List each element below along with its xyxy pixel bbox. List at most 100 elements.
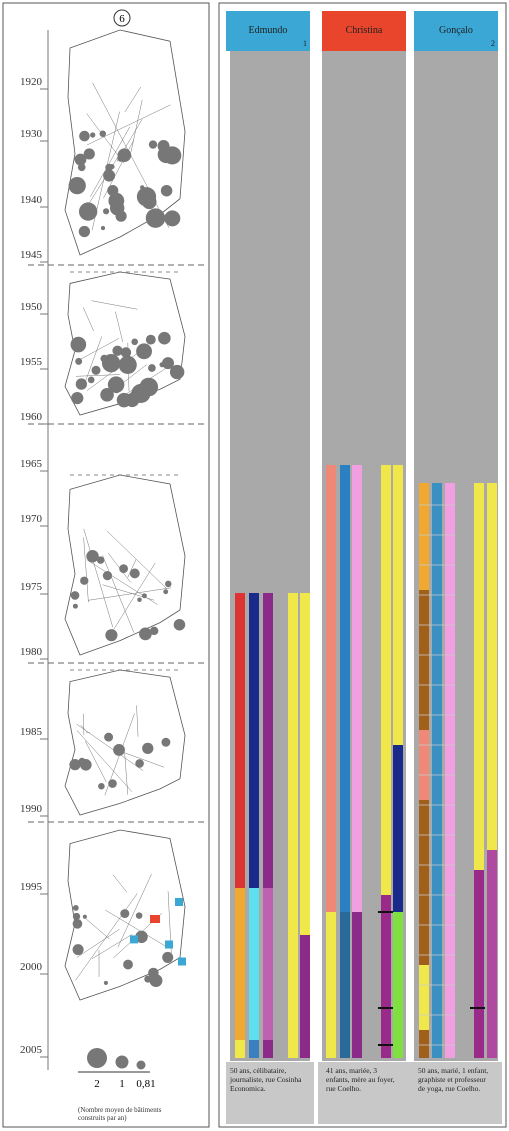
year-label: 1930 bbox=[20, 128, 43, 140]
legend-size: 2 bbox=[94, 1078, 100, 1090]
map-building bbox=[87, 376, 95, 384]
map-highlight bbox=[165, 940, 173, 949]
map-building bbox=[80, 576, 89, 585]
life-bar bbox=[249, 888, 259, 1040]
map-building bbox=[103, 169, 116, 182]
map-building bbox=[169, 364, 185, 380]
person-name: Edmundo bbox=[248, 25, 288, 36]
left-frame bbox=[2, 2, 210, 1128]
life-bar bbox=[419, 800, 429, 965]
map-building bbox=[108, 192, 125, 209]
year-label: 1955 bbox=[20, 356, 43, 368]
year-label: 1950 bbox=[20, 301, 43, 313]
map-street bbox=[106, 530, 168, 590]
map-street bbox=[91, 300, 138, 310]
map-building bbox=[145, 208, 166, 228]
map-street bbox=[83, 537, 89, 603]
map-building bbox=[96, 556, 105, 564]
map-building bbox=[159, 362, 165, 368]
life-bar bbox=[300, 593, 310, 935]
map-building bbox=[129, 568, 140, 579]
badge: 6 bbox=[119, 13, 125, 25]
map-building bbox=[86, 550, 99, 563]
map-building bbox=[100, 226, 106, 231]
person-description: 41 ans, mariée, 3 enfants, mère au foyer… bbox=[326, 1066, 395, 1093]
life-bar bbox=[249, 1040, 259, 1058]
map-building bbox=[82, 914, 87, 919]
map-building bbox=[141, 593, 147, 599]
life-bar bbox=[340, 465, 350, 912]
map-building bbox=[135, 930, 148, 944]
map-building bbox=[163, 589, 169, 595]
map-building bbox=[148, 140, 158, 149]
map-street bbox=[75, 374, 121, 377]
map-building bbox=[104, 732, 114, 742]
map-building bbox=[75, 357, 83, 365]
life-bar bbox=[235, 888, 245, 1040]
map-building bbox=[99, 130, 107, 137]
map-building bbox=[119, 564, 129, 574]
life-bar bbox=[419, 730, 429, 800]
map-street bbox=[77, 338, 120, 361]
map-building bbox=[112, 345, 123, 356]
map-building bbox=[91, 365, 101, 375]
year-label: 1995 bbox=[20, 881, 43, 893]
map-building bbox=[160, 184, 173, 197]
map-building bbox=[70, 591, 80, 600]
legend-circle bbox=[115, 1055, 129, 1069]
map-street bbox=[124, 753, 129, 795]
map-building bbox=[70, 336, 87, 353]
map-building bbox=[140, 185, 145, 190]
map-street bbox=[75, 893, 138, 981]
map-building bbox=[123, 959, 133, 970]
map-street bbox=[127, 559, 137, 578]
life-bar bbox=[487, 850, 497, 1058]
life-bar bbox=[393, 912, 403, 1058]
life-bar bbox=[474, 870, 484, 1058]
year-label: 1960 bbox=[20, 411, 43, 423]
life-bar bbox=[235, 1040, 245, 1058]
map-street bbox=[130, 99, 143, 152]
life-bar bbox=[432, 483, 442, 1058]
column-header: Christina bbox=[322, 11, 406, 51]
map-building bbox=[117, 154, 126, 162]
map-building bbox=[105, 163, 113, 172]
map-building bbox=[165, 580, 172, 588]
map-building bbox=[161, 737, 171, 747]
map-building bbox=[118, 355, 137, 374]
map-building bbox=[79, 130, 90, 142]
map-street bbox=[76, 929, 120, 958]
map-building bbox=[83, 148, 95, 160]
map-street bbox=[82, 713, 85, 735]
map-highlight bbox=[130, 935, 138, 944]
life-bar bbox=[419, 483, 429, 590]
life-bar bbox=[381, 465, 391, 895]
life-bar bbox=[419, 590, 429, 730]
year-label: 1945 bbox=[20, 249, 43, 261]
life-bar bbox=[340, 912, 350, 1058]
life-bar bbox=[352, 912, 362, 1058]
life-bar bbox=[352, 465, 362, 912]
year-label: 1980 bbox=[20, 646, 43, 658]
map-building bbox=[113, 744, 125, 756]
map-building bbox=[137, 597, 142, 603]
life-bar bbox=[288, 593, 298, 1058]
map-street bbox=[84, 740, 107, 783]
map-building bbox=[135, 759, 144, 768]
map-street bbox=[113, 562, 156, 631]
legend-caption: (Nombre moyen de bâtiments construits pa… bbox=[78, 1106, 162, 1122]
map-building bbox=[108, 779, 117, 788]
map-building bbox=[162, 357, 175, 370]
map-street bbox=[82, 336, 103, 389]
column-header: Edmundo 1 bbox=[226, 11, 310, 51]
year-label: 1920 bbox=[20, 76, 43, 88]
map-building bbox=[148, 364, 156, 372]
map-building bbox=[103, 980, 108, 985]
map-highlight bbox=[150, 915, 160, 923]
year-label: 1970 bbox=[20, 513, 43, 525]
life-bar bbox=[419, 965, 429, 1030]
life-bar bbox=[326, 465, 336, 912]
description-bg bbox=[410, 1062, 502, 1124]
map-building bbox=[72, 603, 78, 609]
